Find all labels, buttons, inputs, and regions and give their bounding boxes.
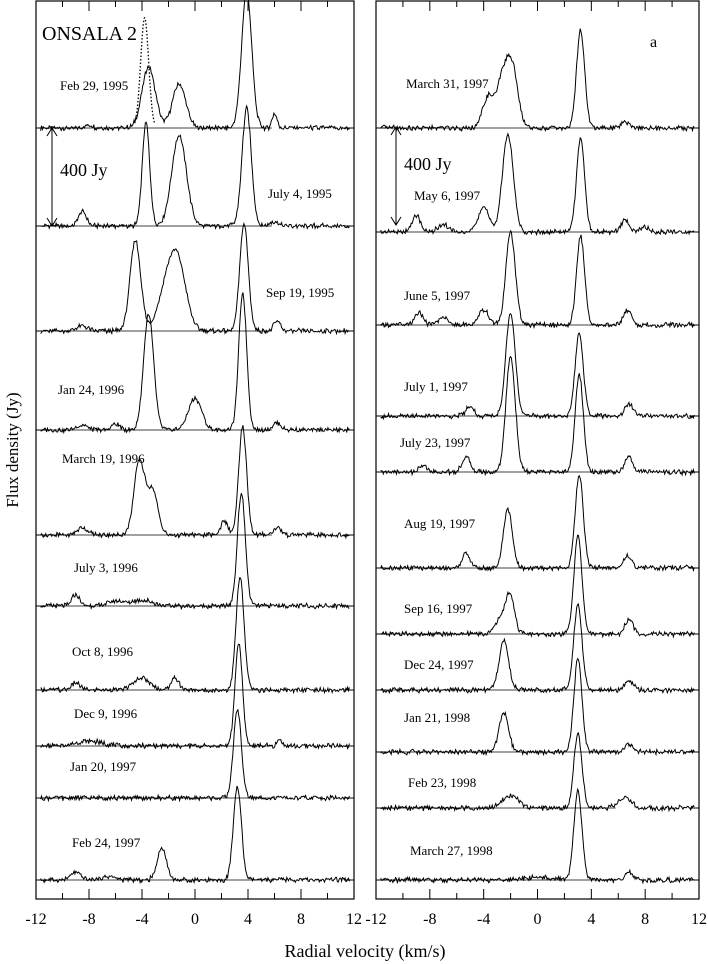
spectrum-line xyxy=(380,474,695,573)
spectrum-left-1: July 4, 1995 xyxy=(40,104,350,231)
spectrum-line xyxy=(40,222,350,336)
spectrum-date-label: Jan 21, 1998 xyxy=(404,710,470,725)
spectrum-line xyxy=(380,732,695,813)
spectrum-right-9: Feb 23, 1998 xyxy=(380,732,695,813)
x-tick-label: 8 xyxy=(641,911,649,928)
spectrum-left-8: Jan 20, 1997 xyxy=(40,708,350,803)
y-axis-label: Flux density (Jy) xyxy=(3,392,22,507)
spectrum-right-10: March 27, 1998 xyxy=(380,787,695,885)
left-x-ticks: -12 -8 -4 0 4 8 12 xyxy=(25,1,362,928)
spectrum-left-3: Jan 24, 1996 xyxy=(40,292,350,435)
spectrum-line xyxy=(380,787,695,885)
spectrum-line xyxy=(380,603,695,695)
x-tick-label: 12 xyxy=(346,911,362,928)
panel-letter: a xyxy=(650,34,657,51)
spectrum-right-3: July 1, 1997 xyxy=(380,312,695,421)
x-tick-label: -8 xyxy=(82,911,95,928)
spectrum-date-label: Oct 8, 1996 xyxy=(72,644,134,659)
left-scale-bar xyxy=(46,127,58,227)
spectrum-right-5: Aug 19, 1997 xyxy=(380,474,695,573)
spectrum-line xyxy=(380,355,695,477)
right-scale-bar-label: 400 Jy xyxy=(404,154,452,174)
spectrum-left-9: Feb 24, 1997 xyxy=(40,785,350,885)
spectrum-date-label: March 31, 1997 xyxy=(406,76,489,91)
spectrum-line xyxy=(380,132,695,237)
spectrum-date-label: July 1, 1997 xyxy=(404,379,468,394)
spectrum-line xyxy=(40,0,350,133)
spectrum-line xyxy=(380,229,695,330)
x-tick-label: -12 xyxy=(25,911,46,928)
x-tick-label: -12 xyxy=(365,911,386,928)
spectrum-line xyxy=(40,643,350,750)
spectrum-right-8: Jan 21, 1998 xyxy=(380,657,695,757)
spectrum-left-6: Oct 8, 1996 xyxy=(40,577,350,695)
figure-title: ONSALA 2 xyxy=(42,23,137,45)
spectrum-date-label: Sep 19, 1995 xyxy=(266,285,334,300)
spectrum-line xyxy=(40,708,350,803)
spectrum-line xyxy=(40,104,350,231)
spectrum-date-label: Dec 9, 1996 xyxy=(74,706,138,721)
x-tick-label: -8 xyxy=(423,911,436,928)
x-tick-label: 0 xyxy=(534,911,542,928)
right-scale-bar xyxy=(390,126,402,226)
spectrum-right-2: June 5, 1997 xyxy=(380,229,695,330)
spectrum-date-label: Feb 23, 1998 xyxy=(408,775,476,790)
right-panel-frame xyxy=(375,0,700,900)
x-tick-label: 0 xyxy=(191,911,199,928)
spectrum-left-4: March 19, 1996 xyxy=(40,425,350,540)
spectrum-line xyxy=(380,534,695,639)
spectrum-extrapolated-peak xyxy=(134,16,156,124)
spectrum-line xyxy=(40,493,350,611)
x-axis-label: Radial velocity (km/s) xyxy=(285,941,446,962)
right-x-ticks: -12 -8 -4 0 4 8 12 xyxy=(365,1,707,928)
spectrum-right-1: May 6, 1997 xyxy=(380,132,695,237)
spectrum-date-label: Sep 16, 1997 xyxy=(404,601,473,616)
spectrum-date-label: June 5, 1997 xyxy=(404,288,471,303)
spectrum-right-7: Dec 24, 1997 xyxy=(380,603,695,695)
spectrum-left-7: Dec 9, 1996 xyxy=(40,643,350,750)
spectrum-right-0: March 31, 1997 xyxy=(380,28,695,133)
spectrum-right-4: July 23, 1997 xyxy=(380,355,695,477)
x-tick-label: 8 xyxy=(297,911,305,928)
x-tick-label: -4 xyxy=(477,911,490,928)
x-tick-label: 12 xyxy=(691,911,707,928)
spectrum-date-label: July 4, 1995 xyxy=(268,186,332,201)
spectrum-date-label: March 19, 1996 xyxy=(62,451,145,466)
spectrum-date-label: July 3, 1996 xyxy=(74,560,138,575)
spectrum-date-label: Feb 29, 1995 xyxy=(60,78,128,93)
spectrum-line xyxy=(380,657,695,757)
spectrum-date-label: Aug 19, 1997 xyxy=(404,516,476,531)
spectrum-date-label: Jan 24, 1996 xyxy=(58,382,125,397)
spectrum-date-label: Dec 24, 1997 xyxy=(404,657,474,672)
spectrum-left-5: July 3, 1996 xyxy=(40,493,350,611)
spectrum-left-0: Feb 29, 1995 xyxy=(40,0,350,133)
spectrum-date-label: May 6, 1997 xyxy=(414,188,481,203)
spectrum-line xyxy=(40,785,350,885)
spectrum-date-label: March 27, 1998 xyxy=(410,843,493,858)
spectrum-line xyxy=(380,312,695,421)
x-tick-label: 4 xyxy=(244,911,252,928)
spectrum-line xyxy=(40,425,350,540)
spectrum-right-6: Sep 16, 1997 xyxy=(380,534,695,639)
left-panel: Feb 29, 1995 July 4, 1995 Sep 19, 1995 Jan … xyxy=(36,0,354,885)
spectrum-line xyxy=(40,292,350,435)
spectrum-line xyxy=(40,577,350,695)
spectrum-date-label: July 23, 1997 xyxy=(400,435,471,450)
spectrum-date-label: Feb 24, 1997 xyxy=(72,835,141,850)
x-tick-label: -4 xyxy=(135,911,148,928)
spectrum-line xyxy=(380,28,695,133)
x-tick-label: 4 xyxy=(587,911,595,928)
right-panel: March 31, 1997 May 6, 1997 June 5, 1997 Jul… xyxy=(376,28,699,885)
spectrum-left-2: Sep 19, 1995 xyxy=(40,222,350,336)
spectrum-date-label: Jan 20, 1997 xyxy=(70,759,137,774)
left-scale-bar-label: 400 Jy xyxy=(60,160,108,180)
